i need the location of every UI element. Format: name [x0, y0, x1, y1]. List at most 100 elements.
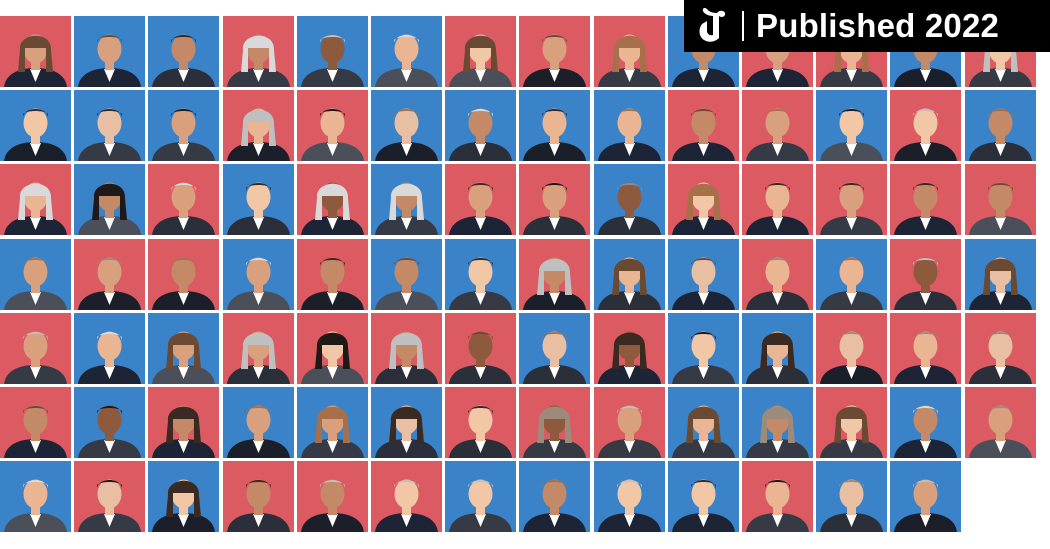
portrait-photo: [816, 387, 887, 458]
portrait-photo: [742, 239, 813, 310]
portrait-photo: [297, 387, 368, 458]
portrait-photo: [519, 313, 590, 384]
portrait-photo: [371, 387, 442, 458]
portrait-photo: [594, 164, 665, 235]
portrait-tile: [668, 164, 739, 235]
published-badge: Published 2022: [684, 0, 1050, 52]
portrait-tile: [371, 164, 442, 235]
portrait-photo: [594, 461, 665, 532]
portrait-photo: [965, 387, 1036, 458]
portrait-photo: [148, 164, 219, 235]
portrait-photo: [742, 387, 813, 458]
portrait-photo: [519, 239, 590, 310]
portrait-tile: [0, 461, 71, 532]
portrait-tile: [445, 387, 516, 458]
portrait-tile: [148, 239, 219, 310]
portrait-tile: [0, 90, 71, 161]
portrait-photo: [371, 90, 442, 161]
portrait-tile: [223, 461, 294, 532]
portrait-photo: [594, 387, 665, 458]
portrait-tile: [297, 164, 368, 235]
portrait-tile: [297, 90, 368, 161]
portrait-tile: [890, 90, 961, 161]
portrait-tile: [519, 16, 590, 87]
portrait-photo: [297, 90, 368, 161]
portrait-photo: [148, 90, 219, 161]
portrait-tile: [594, 164, 665, 235]
portrait-photo: [148, 16, 219, 87]
portrait-tile: [0, 164, 71, 235]
portrait-photo: [297, 164, 368, 235]
portrait-grid: [0, 16, 1050, 536]
portrait-photo: [890, 239, 961, 310]
portrait-tile: [445, 16, 516, 87]
portrait-tile: [445, 461, 516, 532]
portrait-photo: [223, 90, 294, 161]
portrait-photo: [742, 313, 813, 384]
portrait-tile: [297, 387, 368, 458]
portrait-photo: [297, 313, 368, 384]
portrait-photo: [148, 239, 219, 310]
portrait-photo: [74, 164, 145, 235]
portrait-tile: [742, 461, 813, 532]
portrait-tile: [668, 90, 739, 161]
portrait-tile: [371, 16, 442, 87]
portrait-photo: [445, 313, 516, 384]
portrait-photo: [371, 239, 442, 310]
portrait-photo: [223, 239, 294, 310]
portrait-photo: [148, 313, 219, 384]
portrait-photo: [148, 461, 219, 532]
portrait-photo: [668, 313, 739, 384]
portrait-tile: [519, 90, 590, 161]
portrait-tile: [0, 239, 71, 310]
portrait-tile: [74, 313, 145, 384]
portrait-tile: [371, 387, 442, 458]
portrait-photo: [519, 90, 590, 161]
portrait-photo: [223, 387, 294, 458]
portrait-tile: [148, 164, 219, 235]
portrait-photo: [594, 313, 665, 384]
portrait-tile: [297, 313, 368, 384]
portrait-photo: [965, 90, 1036, 161]
portrait-tile: [594, 313, 665, 384]
portrait-photo: [371, 313, 442, 384]
portrait-tile: [445, 239, 516, 310]
portrait-tile: [742, 313, 813, 384]
portrait-tile: [519, 164, 590, 235]
portrait-photo: [297, 16, 368, 87]
portrait-tile: [519, 313, 590, 384]
portrait-tile: [816, 90, 887, 161]
portrait-tile: [519, 461, 590, 532]
portrait-photo: [74, 239, 145, 310]
portrait-photo: [742, 164, 813, 235]
portrait-tile: [223, 387, 294, 458]
portrait-tile: [668, 387, 739, 458]
portrait-photo: [594, 239, 665, 310]
portrait-tile: [148, 313, 219, 384]
portrait-tile: [890, 164, 961, 235]
portrait-photo: [668, 387, 739, 458]
portrait-tile: [74, 16, 145, 87]
portrait-photo: [445, 164, 516, 235]
portrait-photo: [816, 313, 887, 384]
portrait-tile: [965, 164, 1036, 235]
portrait-tile: [148, 387, 219, 458]
portrait-photo: [668, 461, 739, 532]
portrait-photo: [890, 164, 961, 235]
portrait-photo: [74, 461, 145, 532]
portrait-tile: [742, 164, 813, 235]
portrait-tile: [594, 461, 665, 532]
portrait-photo: [74, 16, 145, 87]
portrait-tile: [594, 239, 665, 310]
portrait-photo: [816, 90, 887, 161]
portrait-photo: [371, 461, 442, 532]
portrait-photo: [890, 313, 961, 384]
portrait-tile: [965, 90, 1036, 161]
portrait-tile: [816, 387, 887, 458]
portrait-tile: [965, 387, 1036, 458]
portrait-tile: [668, 461, 739, 532]
portrait-photo: [890, 90, 961, 161]
portrait-photo: [74, 387, 145, 458]
portrait-tile: [816, 164, 887, 235]
portrait-photo: [223, 16, 294, 87]
